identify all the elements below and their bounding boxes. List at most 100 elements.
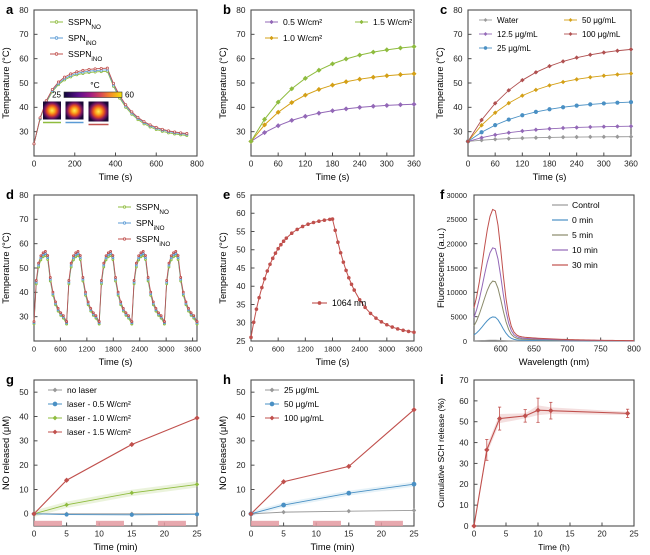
svg-text:600: 600 [494, 344, 508, 354]
svg-text:30 min: 30 min [572, 260, 598, 270]
svg-text:0: 0 [249, 345, 253, 354]
svg-text:b: b [223, 2, 231, 17]
svg-text:5000: 5000 [451, 313, 467, 322]
svg-text:400: 400 [109, 159, 123, 169]
svg-text:no laser: no laser [67, 385, 97, 395]
svg-text:20: 20 [236, 460, 246, 470]
svg-text:3000: 3000 [378, 345, 395, 354]
svg-text:240: 240 [570, 159, 584, 169]
svg-text:300: 300 [380, 159, 394, 169]
svg-text:70: 70 [453, 29, 463, 39]
svg-text:70: 70 [236, 29, 246, 39]
svg-text:25: 25 [192, 529, 202, 539]
svg-text:120: 120 [515, 159, 529, 169]
svg-text:600: 600 [54, 345, 67, 354]
svg-text:60: 60 [453, 54, 463, 64]
svg-text:0: 0 [32, 529, 37, 539]
svg-text:Time (h): Time (h) [538, 542, 570, 552]
svg-text:0: 0 [466, 159, 471, 169]
svg-text:1.5 W/cm²: 1.5 W/cm² [373, 17, 412, 27]
svg-text:Temperature (°C): Temperature (°C) [1, 47, 11, 118]
svg-text:65: 65 [236, 190, 246, 200]
svg-text:360: 360 [624, 159, 638, 169]
svg-text:Temperature (°C): Temperature (°C) [1, 232, 11, 303]
svg-text:700: 700 [560, 344, 574, 354]
svg-text:°C: °C [90, 80, 99, 90]
svg-text:Temperature (°C): Temperature (°C) [218, 47, 228, 118]
svg-text:30: 30 [19, 436, 29, 446]
svg-text:40: 40 [236, 281, 246, 291]
svg-text:30: 30 [459, 458, 469, 468]
svg-text:70: 70 [19, 29, 29, 39]
svg-text:30: 30 [19, 127, 29, 137]
svg-text:120: 120 [298, 159, 312, 169]
svg-text:50: 50 [19, 263, 29, 273]
svg-text:Time (min): Time (min) [93, 542, 137, 552]
svg-text:10000: 10000 [446, 288, 467, 297]
svg-text:80: 80 [453, 5, 463, 15]
svg-text:Water: Water [497, 16, 519, 25]
svg-text:25: 25 [52, 91, 61, 100]
svg-text:80: 80 [236, 5, 246, 15]
svg-text:SSPNiNO: SSPNiNO [68, 49, 102, 63]
svg-text:30000: 30000 [446, 191, 467, 200]
svg-text:25: 25 [409, 529, 419, 539]
svg-text:20: 20 [377, 529, 387, 539]
svg-text:NO released (μM): NO released (μM) [218, 416, 228, 490]
svg-text:1800: 1800 [105, 345, 122, 354]
svg-text:60: 60 [274, 159, 284, 169]
svg-text:80: 80 [19, 5, 29, 15]
svg-text:100 μg/mL: 100 μg/mL [582, 30, 621, 39]
svg-text:50: 50 [236, 78, 246, 88]
svg-text:3600: 3600 [406, 345, 423, 354]
svg-text:Time (min): Time (min) [310, 542, 354, 552]
svg-text:h: h [223, 372, 231, 387]
svg-text:40: 40 [19, 102, 29, 112]
svg-text:Fluorescence (a.u.): Fluorescence (a.u.) [436, 228, 446, 308]
svg-text:60: 60 [459, 396, 469, 406]
svg-text:Time (s): Time (s) [99, 172, 133, 182]
svg-text:100 μg/mL: 100 μg/mL [284, 413, 324, 423]
svg-text:NO released (μM): NO released (μM) [1, 416, 11, 490]
svg-text:40: 40 [19, 411, 29, 421]
svg-text:1064 nm: 1064 nm [332, 298, 366, 308]
svg-text:20: 20 [597, 529, 607, 539]
svg-text:0: 0 [24, 509, 29, 519]
svg-text:50: 50 [19, 387, 29, 397]
svg-text:10: 10 [459, 500, 469, 510]
svg-text:20: 20 [459, 479, 469, 489]
svg-text:300: 300 [597, 159, 611, 169]
svg-text:50: 50 [459, 417, 469, 427]
svg-text:12.5 μg/mL: 12.5 μg/mL [497, 30, 538, 39]
svg-text:10 min: 10 min [572, 245, 598, 255]
svg-text:Temperature (°C): Temperature (°C) [435, 47, 445, 118]
svg-text:3600: 3600 [184, 345, 201, 354]
svg-text:10: 10 [312, 529, 322, 539]
svg-text:40: 40 [236, 102, 246, 112]
svg-text:25000: 25000 [446, 215, 467, 224]
svg-text:Time (s): Time (s) [533, 172, 567, 182]
svg-text:600: 600 [149, 159, 163, 169]
svg-text:60: 60 [19, 54, 29, 64]
svg-text:20: 20 [19, 460, 29, 470]
svg-text:0: 0 [463, 337, 467, 346]
svg-text:25 μg/mL: 25 μg/mL [497, 44, 531, 53]
svg-text:Control: Control [572, 200, 600, 210]
svg-text:a: a [6, 2, 14, 17]
svg-text:30: 30 [453, 127, 463, 137]
svg-text:50: 50 [19, 78, 29, 88]
svg-text:1200: 1200 [297, 345, 314, 354]
svg-text:40: 40 [453, 102, 463, 112]
svg-text:10: 10 [95, 529, 105, 539]
svg-text:d: d [6, 187, 14, 202]
svg-text:1800: 1800 [324, 345, 341, 354]
svg-text:30: 30 [19, 312, 29, 322]
svg-text:50 μg/mL: 50 μg/mL [284, 399, 319, 409]
svg-text:SPNiNO: SPNiNO [68, 33, 97, 47]
svg-text:40: 40 [236, 411, 246, 421]
svg-text:laser - 0.5 W/cm²: laser - 0.5 W/cm² [67, 399, 131, 409]
svg-text:45: 45 [236, 263, 246, 273]
svg-text:20: 20 [160, 529, 170, 539]
svg-text:0: 0 [249, 159, 254, 169]
svg-text:180: 180 [326, 159, 340, 169]
